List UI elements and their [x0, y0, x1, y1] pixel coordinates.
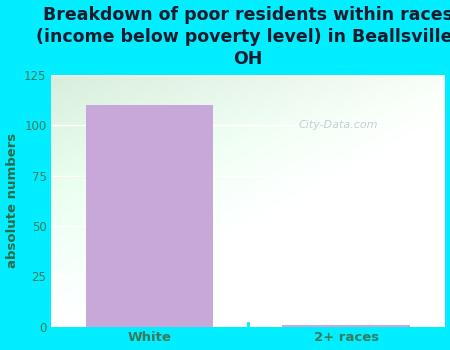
- Bar: [282, 324, 410, 327]
- Y-axis label: absolute numbers: absolute numbers: [5, 133, 18, 268]
- Bar: [282, 324, 410, 327]
- Bar: [86, 105, 213, 327]
- Title: Breakdown of poor residents within races
(income below poverty level) in Beallsv: Breakdown of poor residents within races…: [36, 6, 450, 68]
- Text: City-Data.com: City-Data.com: [298, 120, 378, 130]
